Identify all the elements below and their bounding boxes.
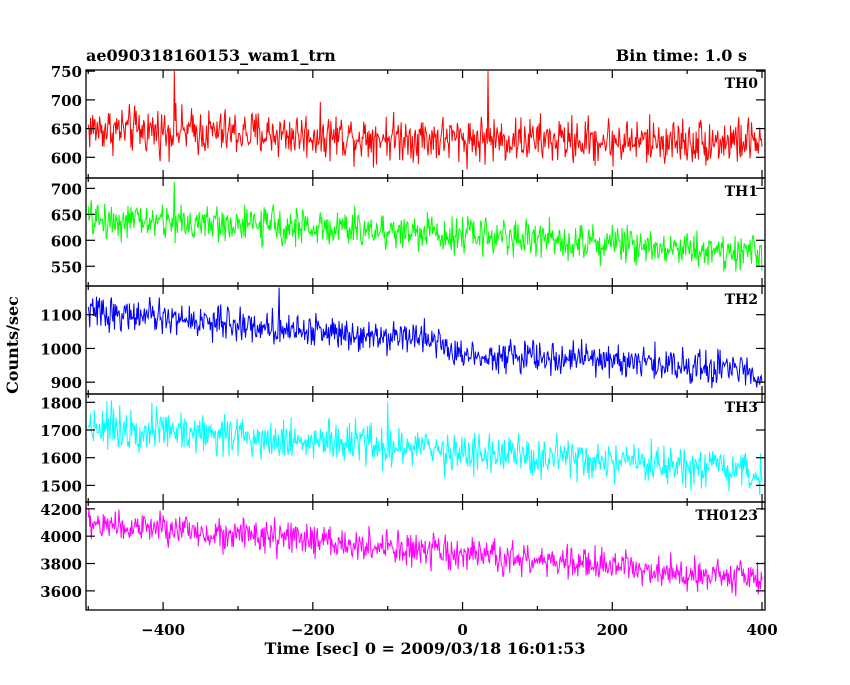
series-line-th0123 [87,508,763,597]
x-tick-label: 200 [597,621,628,639]
y-tick-label: 700 [51,180,82,198]
y-tick-label: 4000 [40,528,82,546]
y-tick-label: 550 [51,258,82,276]
panel-th1: TH1 550 600 650 700 [51,177,766,287]
title-left: ae090318160153_wam1_trn [86,46,336,65]
y-tick-label: 700 [51,92,82,110]
series-line-th2 [87,287,763,389]
y-tick-label: 650 [51,121,82,139]
y-axis-label: Counts/sec [3,296,22,394]
series-line-th1 [87,182,763,272]
y-tick-label: 1600 [40,450,82,468]
panel-frame [85,393,766,503]
y-tick-label: 1800 [40,394,82,412]
panel-th0123: TH0123 3600 3800 4000 4200 [40,501,766,611]
y-tick-label: 1100 [40,307,82,325]
y-tick-label: 1500 [40,477,82,495]
panel-frame [85,69,766,179]
panel-frame [85,177,766,287]
series-label-th0: TH0 [725,76,759,92]
panels: TH0 600 650 700 750 TH1 550 600 650 700 TH2 900 1000… [40,63,777,639]
y-tick-label: 4200 [40,501,82,519]
series-line-th3 [87,400,763,496]
panel-th0: TH0 600 650 700 750 [51,63,766,179]
y-tick-label: 3800 [40,556,82,574]
y-tick-label: 600 [51,149,82,167]
x-tick-label: −200 [291,621,335,639]
panel-frame [85,501,766,611]
x-tick-label: 400 [746,621,777,639]
y-tick-label: 3600 [40,583,82,601]
x-tick-label: −400 [141,621,185,639]
title-right: Bin time: 1.0 s [616,46,747,65]
y-tick-label: 650 [51,206,82,224]
series-line-th0 [87,71,763,170]
panel-th3: TH3 1500 1600 1700 1800 [40,393,766,503]
series-label-th0123: TH0123 [695,508,758,524]
y-tick-label: 1000 [40,340,82,358]
x-tick-label: 0 [457,621,467,639]
y-tick-label: 600 [51,232,82,250]
series-label-th3: TH3 [725,400,758,416]
x-axis-label: Time [sec] 0 = 2009/03/18 16:01:53 [265,639,586,658]
y-tick-label: 750 [51,63,82,81]
series-label-th1: TH1 [725,184,758,200]
y-tick-label: 900 [51,374,82,392]
panel-th2: TH2 900 1000 1100 [40,285,766,395]
y-tick-label: 1700 [40,422,82,440]
series-label-th2: TH2 [725,292,758,308]
